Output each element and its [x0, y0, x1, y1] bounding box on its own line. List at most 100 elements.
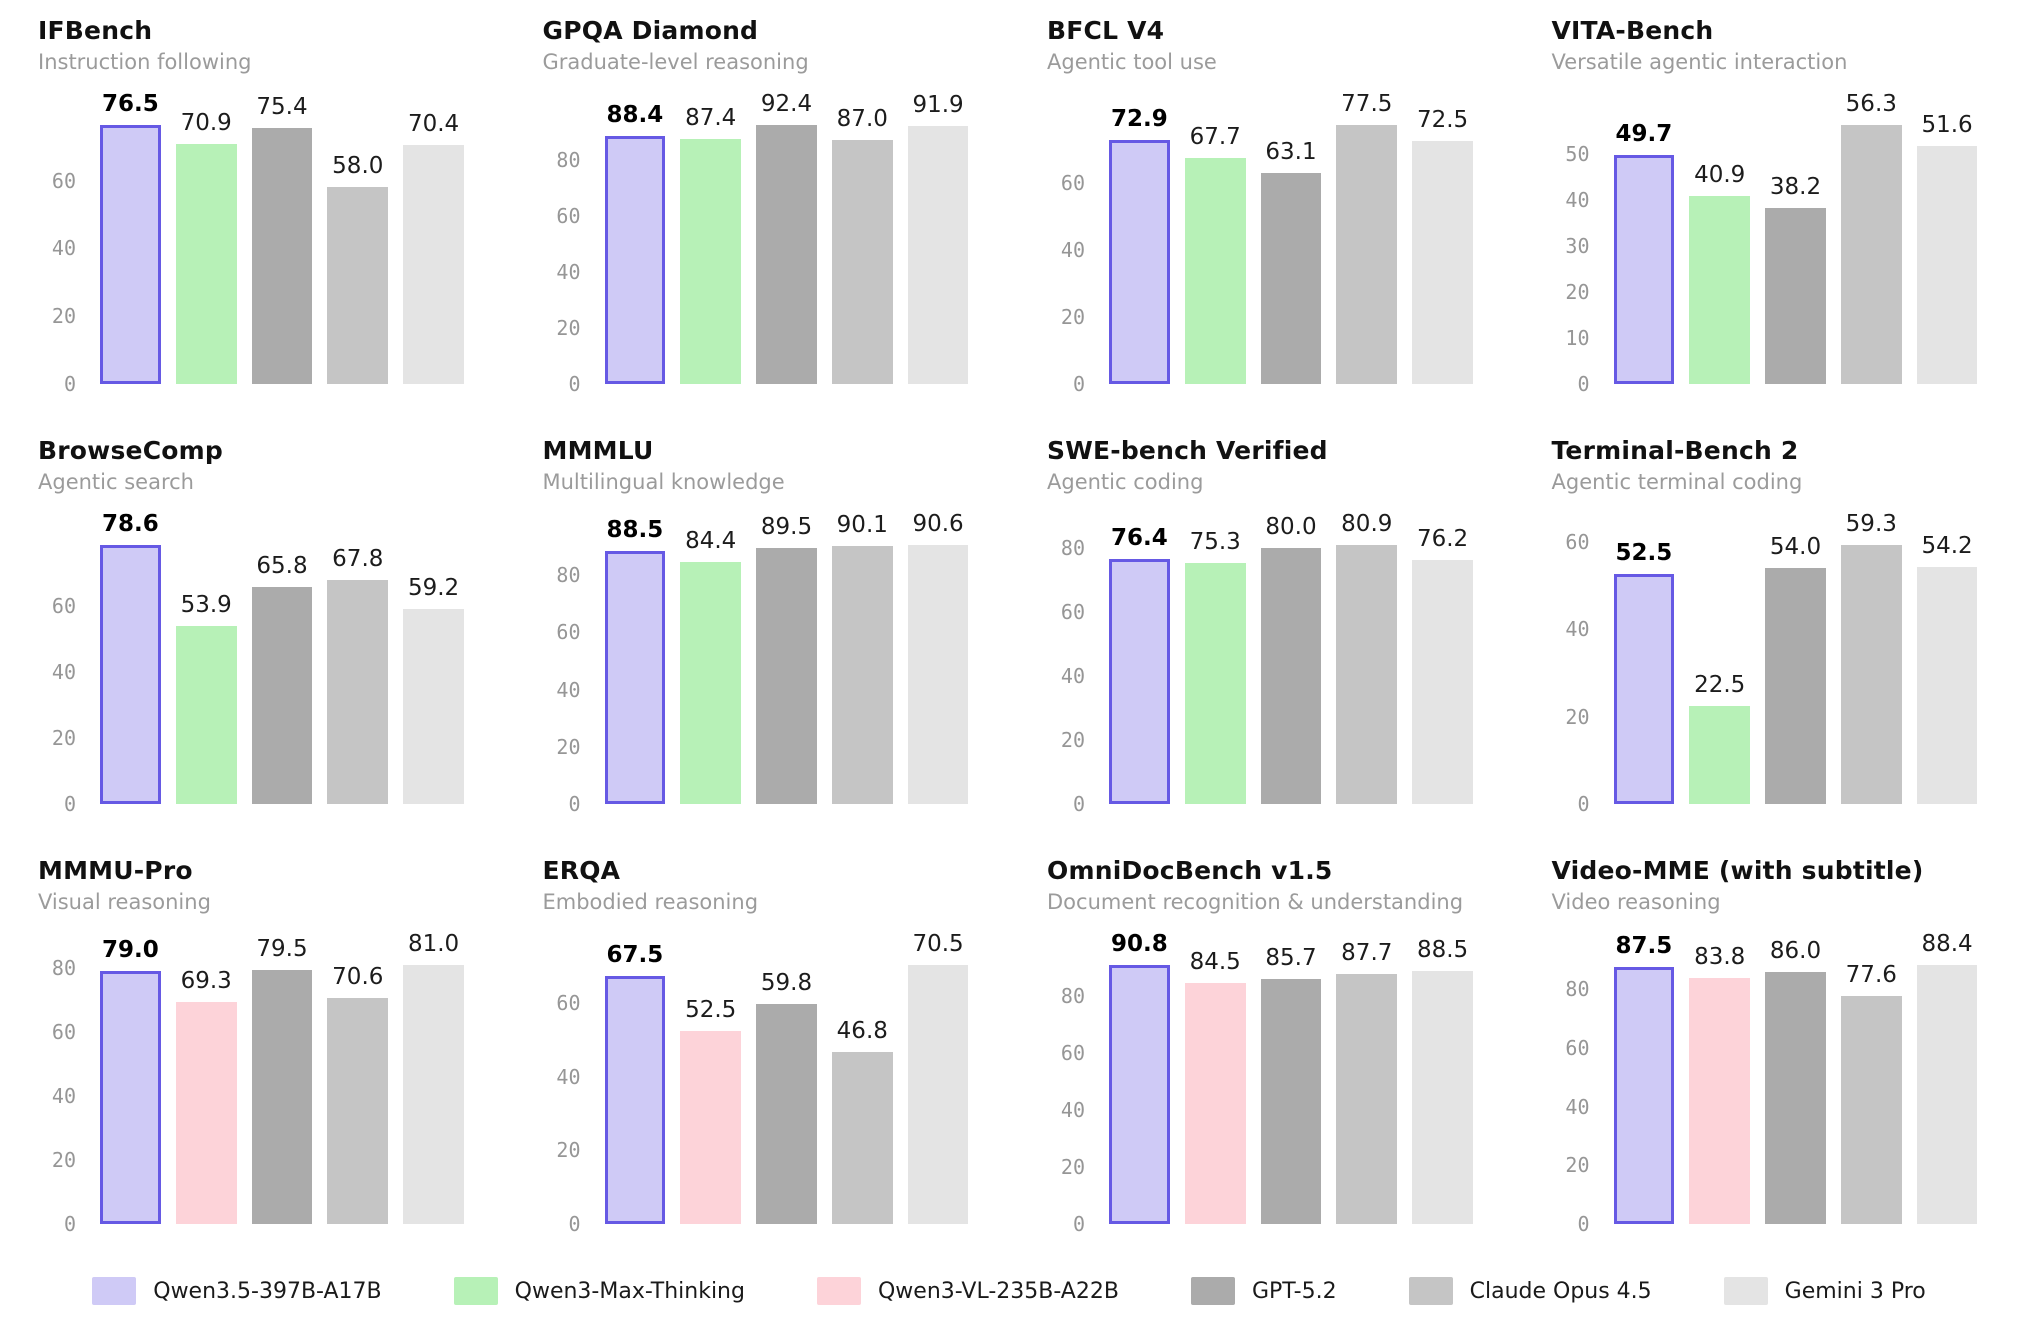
bar-gpt-5-2	[1765, 208, 1826, 384]
bar-qwen3-max-thinking	[1184, 157, 1246, 384]
bar-slot-gpt-5-2: 59.8	[756, 931, 817, 1224]
bar-qwen3-5-397b-a17b	[1613, 967, 1675, 1224]
bar-gemini-3-pro	[1916, 567, 1978, 804]
bar-slot-qwen3-vl-235b-a22b: 52.5	[680, 931, 742, 1224]
y-tick-label: 0	[1577, 372, 1590, 396]
bar-slot-gpt-5-2: 80.0	[1260, 511, 1322, 804]
bar-slot-gemini-3-pro: 88.5	[1412, 931, 1473, 1224]
bar-value-label: 90.1	[836, 512, 888, 539]
chart-browsecomp: BrowseComp Agentic search 0 20 40 60 78.6 53.9 6…	[0, 420, 505, 840]
bars-group: 72.9 67.7 63.1 77.5 72.5	[1097, 91, 1485, 384]
bar-slot-gemini-3-pro: 54.2	[1916, 511, 1978, 804]
chart-title: Terminal-Bench 2	[1551, 436, 1799, 465]
bar-value-label: 81.0	[407, 930, 460, 957]
plot-area: 0 20 40 60 80 90.8 84.5 85.7 87.7 88.5	[1047, 931, 1504, 1234]
y-tick-label: 20	[1565, 1153, 1590, 1178]
y-tick-label: 60	[1565, 1036, 1590, 1061]
bar-gemini-3-pro	[403, 964, 464, 1224]
bar-qwen3-5-397b-a17b	[604, 550, 666, 804]
bar-slot-gemini-3-pro: 76.2	[1412, 511, 1473, 804]
y-tick-label: 0	[1577, 792, 1590, 816]
y-tick-label: 40	[556, 1064, 581, 1089]
chart-subtitle: Document recognition & understanding	[1047, 890, 1464, 914]
bar-slot-gpt-5-2: 85.7	[1260, 931, 1322, 1224]
y-tick-label: 40	[1565, 617, 1590, 642]
chart-omnidocbench-v1-5: OmniDocBench v1.5 Document recognition & …	[1009, 840, 1514, 1260]
y-axis: 0 20 40 60	[38, 91, 88, 394]
bar-value-label: 85.7	[1265, 945, 1317, 972]
bar-gemini-3-pro	[907, 964, 969, 1224]
bar-slot-claude-opus-4-5: 67.8	[327, 511, 389, 804]
chart-gpqa-diamond: GPQA Diamond Graduate-level reasoning 0 20 4…	[505, 0, 1010, 420]
y-tick-label: 0	[568, 372, 581, 396]
bar-claude-opus-4-5	[831, 139, 893, 384]
bar-gpt-5-2	[1765, 971, 1826, 1224]
bar-claude-opus-4-5	[1840, 124, 1902, 384]
bar-value-label: 86.0	[1769, 937, 1822, 964]
bar-slot-qwen3-5-397b-a17b: 49.7	[1613, 91, 1675, 384]
y-tick-label: 80	[1060, 983, 1085, 1008]
chart-swe-bench-verified: SWE-bench Verified Agentic coding 0 20 40 60 8…	[1009, 420, 1514, 840]
y-tick-label: 80	[51, 955, 76, 980]
bar-slot-qwen3-5-397b-a17b: 90.8	[1109, 931, 1170, 1224]
chart-title: MMMLU	[542, 436, 654, 465]
bar-value-label: 92.4	[760, 90, 813, 117]
chart-title: IFBench	[38, 16, 153, 45]
y-tick-label: 40	[1060, 663, 1085, 688]
bar-qwen3-5-397b-a17b	[100, 971, 161, 1224]
y-tick-label: 20	[1060, 305, 1085, 330]
y-tick-label: 40	[1060, 238, 1085, 263]
bar-slot-gemini-3-pro: 72.5	[1412, 91, 1473, 384]
bar-value-label: 59.3	[1845, 510, 1897, 537]
chart-title: VITA-Bench	[1551, 16, 1714, 45]
chart-subtitle: Agentic search	[38, 470, 194, 494]
y-tick-label: 50	[1565, 141, 1590, 166]
y-axis: 0 10 20 30 40 50	[1552, 91, 1602, 394]
bar-slot-gemini-3-pro: 51.6	[1916, 91, 1978, 384]
y-tick-label: 20	[556, 1138, 581, 1163]
bar-value-label: 72.9	[1111, 106, 1168, 133]
legend-item-qwen3-max-thinking: Qwen3-Max-Thinking	[453, 1277, 745, 1305]
bars-group: 49.7 40.9 38.2 56.3 51.6	[1602, 91, 1990, 384]
plot-area: 0 20 40 60 80 88.5 84.4 89.5 90.1 90.6	[543, 511, 1000, 814]
bar-slot-qwen3-max-thinking: 87.4	[680, 91, 742, 384]
y-axis: 0 20 40 60 80	[1047, 931, 1097, 1234]
y-tick-label: 0	[63, 1212, 76, 1236]
chart-ifbench: IFBench Instruction following 0 20 40 60 76.5 7…	[0, 0, 505, 420]
chart-title: Video-MME (with subtitle)	[1551, 856, 1924, 885]
y-tick-label: 0	[1072, 1212, 1085, 1236]
chart-subtitle: Multilingual knowledge	[542, 470, 785, 494]
bar-qwen3-5-397b-a17b	[1109, 964, 1170, 1224]
bar-value-label: 90.8	[1111, 930, 1168, 957]
y-axis: 0 20 40 60	[38, 511, 88, 814]
bar-qwen3-5-397b-a17b	[1613, 155, 1675, 384]
chart-erqa: ERQA Embodied reasoning 0 20 40 60 67.5 52.5 59.…	[505, 840, 1010, 1260]
bar-gemini-3-pro	[1412, 559, 1473, 804]
legend-label: Claude Opus 4.5	[1469, 1278, 1652, 1304]
chart-terminal-bench-2: Terminal-Bench 2 Agentic terminal coding 0…	[1514, 420, 2018, 840]
legend-item-qwen3-5-397b-a17b: Qwen3.5-397B-A17B	[92, 1277, 382, 1305]
bar-slot-claude-opus-4-5: 56.3	[1840, 91, 1902, 384]
bar-value-label: 58.0	[332, 153, 384, 180]
bar-value-label: 67.7	[1189, 123, 1241, 150]
bar-slot-gemini-3-pro: 70.4	[403, 91, 464, 384]
y-axis: 0 20 40 60 80	[38, 931, 88, 1234]
bar-slot-claude-opus-4-5: 77.5	[1336, 91, 1398, 384]
bar-slot-gemini-3-pro: 90.6	[907, 511, 969, 804]
plot-area: 0 20 40 60 78.6 53.9 65.8 67.8 59.2	[38, 511, 495, 814]
chart-subtitle: Visual reasoning	[38, 890, 211, 914]
bar-value-label: 80.0	[1265, 513, 1317, 540]
bar-value-label: 88.4	[1921, 930, 1973, 957]
bar-qwen3-5-397b-a17b	[604, 975, 666, 1224]
legend-item-claude-opus-4-5: Claude Opus 4.5	[1408, 1277, 1652, 1305]
bar-slot-gpt-5-2: 89.5	[756, 511, 817, 804]
bar-value-label: 84.4	[685, 528, 737, 555]
bar-claude-opus-4-5	[1336, 973, 1398, 1224]
bar-gpt-5-2	[1260, 979, 1322, 1224]
chart-title: BFCL V4	[1047, 16, 1165, 45]
bar-value-label: 69.3	[180, 968, 232, 995]
bar-slot-qwen3-5-397b-a17b: 78.6	[100, 511, 161, 804]
bar-value-label: 83.8	[1694, 944, 1746, 971]
bar-slot-gemini-3-pro: 91.9	[907, 91, 969, 384]
bar-value-label: 52.5	[1615, 540, 1673, 567]
